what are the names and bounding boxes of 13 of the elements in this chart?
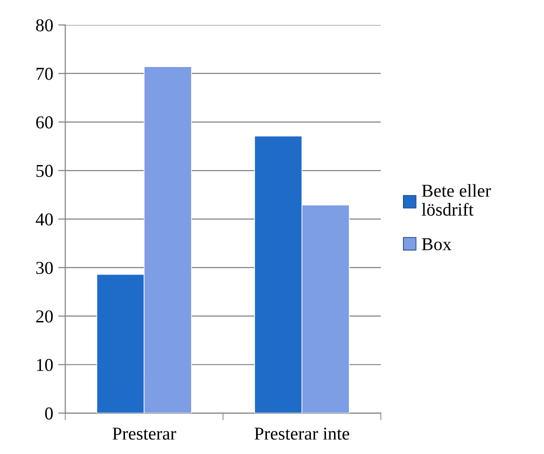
- legend-label: Box: [422, 238, 452, 250]
- y-tick-label: 80: [36, 19, 53, 32]
- y-tick-label: 0: [45, 407, 53, 420]
- y-tick-label: 60: [36, 116, 53, 128]
- y-tick-label: 10: [37, 358, 53, 372]
- x-tick-label: Presterar inte: [254, 428, 350, 440]
- y-tick-label: 30: [36, 262, 53, 274]
- x-tick-label: Presterar: [112, 428, 176, 440]
- y-tick-label: 70: [36, 68, 53, 80]
- legend-label: Bete eller lösdrift: [422, 184, 491, 216]
- y-tick-label: 50: [36, 164, 53, 177]
- y-tick-label: 20: [36, 310, 53, 323]
- y-tick-label: 40: [36, 213, 53, 226]
